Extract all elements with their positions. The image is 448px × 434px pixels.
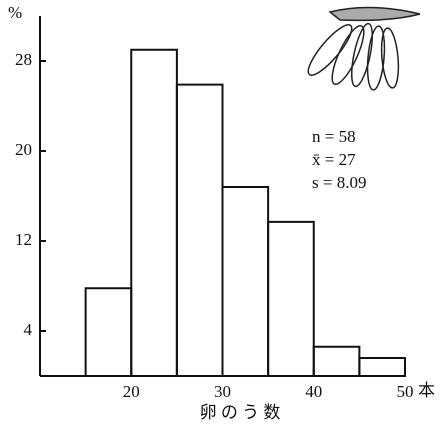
- illustration: [307, 6, 421, 91]
- y-tick-label: 12: [15, 230, 32, 249]
- bar: [84, 287, 133, 377]
- x-tick-label: 50: [397, 382, 414, 401]
- bar: [221, 186, 270, 377]
- y-tick-label: 4: [24, 320, 33, 339]
- y-tick-label: 28: [15, 50, 32, 69]
- annotation: n = 58: [312, 127, 356, 146]
- x-tick-label: 20: [123, 382, 140, 401]
- y-unit: %: [8, 3, 22, 22]
- bar: [267, 220, 315, 377]
- bar: [358, 357, 406, 377]
- annotation: x̄ = 27: [312, 150, 356, 169]
- annotation: s = 8.09: [312, 173, 366, 192]
- x-tick-label: 40: [305, 382, 322, 401]
- y-tick-label: 20: [15, 140, 32, 159]
- bar: [175, 83, 224, 377]
- x-axis-label: 卵 の う 数: [200, 403, 281, 422]
- x-unit: 本: [418, 381, 435, 400]
- bar: [312, 345, 361, 377]
- bar: [130, 48, 178, 377]
- x-tick-label: 30: [214, 382, 231, 401]
